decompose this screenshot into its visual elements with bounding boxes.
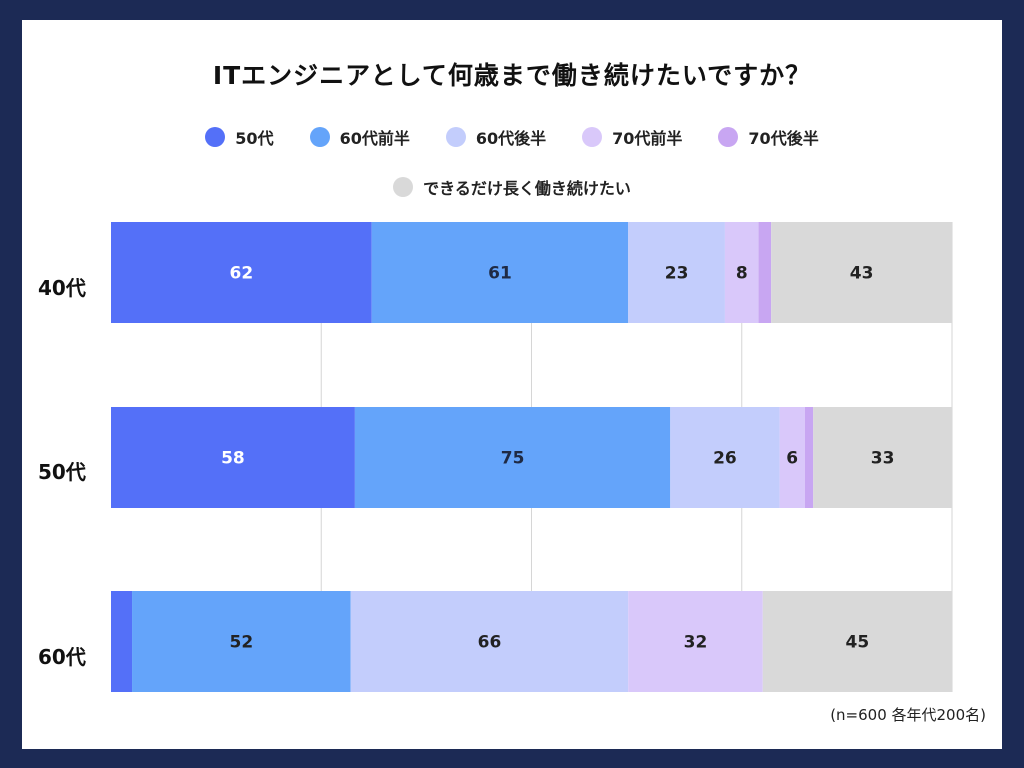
data-label: 43 bbox=[850, 264, 874, 284]
legend-label-work-long: できるだけ長く働き続けたい bbox=[423, 179, 631, 198]
bar-segment bbox=[111, 407, 355, 508]
category-label-50s: 50代 bbox=[38, 460, 86, 484]
legend-label-50s: 50代 bbox=[235, 129, 274, 148]
bar-segment bbox=[354, 407, 671, 508]
data-label: 62 bbox=[230, 264, 254, 284]
legend-item-70s-early: 70代前半 bbox=[582, 125, 682, 149]
bar-segment bbox=[804, 407, 814, 508]
bar-segment bbox=[350, 591, 629, 692]
data-label: 32 bbox=[684, 633, 708, 653]
legend-item-50s: 50代 bbox=[205, 125, 274, 149]
bar-segment bbox=[779, 407, 805, 508]
category-label-40s: 40代 bbox=[38, 276, 86, 300]
data-label: 61 bbox=[488, 264, 512, 284]
bar-segment bbox=[132, 591, 351, 692]
bar-segment bbox=[771, 222, 952, 323]
bar-segment bbox=[813, 407, 952, 508]
bar-segment bbox=[724, 222, 759, 323]
bar-segment bbox=[762, 591, 952, 692]
legend-swatch-60s-late bbox=[445, 127, 466, 147]
legend-label-70s-early: 70代前半 bbox=[612, 129, 683, 148]
legend-item-70s-late: 70代後半 bbox=[718, 125, 819, 149]
legend-label-70s-late: 70代後半 bbox=[748, 129, 819, 148]
data-label: 52 bbox=[230, 633, 254, 653]
legend-swatch-60s-early bbox=[309, 127, 330, 147]
bar-segment bbox=[628, 222, 725, 323]
data-label: 23 bbox=[665, 264, 689, 284]
data-label: 58 bbox=[221, 449, 245, 469]
legend-row-1: 50代 60代前半 60代後半 70代前半 70代後半 bbox=[0, 126, 1024, 148]
data-label: 33 bbox=[871, 449, 895, 469]
bar-segment bbox=[111, 222, 372, 323]
legend-swatch-work-long bbox=[393, 177, 414, 197]
legend-row-2: できるだけ長く働き続けたい bbox=[0, 176, 1024, 198]
data-label: 75 bbox=[501, 449, 525, 469]
legend-label-60s-early: 60代前半 bbox=[339, 129, 410, 148]
legend-item-60s-early: 60代前半 bbox=[309, 125, 410, 149]
bar-segment bbox=[758, 222, 772, 323]
bar-segment bbox=[670, 407, 780, 508]
data-label: 45 bbox=[846, 633, 870, 653]
legend-swatch-50s bbox=[205, 127, 226, 147]
data-label: 66 bbox=[478, 633, 502, 653]
category-label-60s: 60代 bbox=[38, 645, 86, 669]
legend-swatch-70s-late bbox=[718, 127, 739, 147]
bar-segment bbox=[371, 222, 629, 323]
data-label: 8 bbox=[736, 264, 748, 284]
legend-label-60s-late: 60代後半 bbox=[475, 129, 547, 148]
legend-item-60s-late: 60代後半 bbox=[445, 125, 547, 149]
bar-segment bbox=[628, 591, 763, 692]
chart-title: ITエンジニアとして何歳まで働き続けたいですか？ bbox=[212, 61, 812, 90]
data-label: 26 bbox=[713, 449, 737, 469]
legend-swatch-70s-early bbox=[582, 127, 603, 147]
sample-note: (n=600 各年代200名) bbox=[830, 706, 986, 724]
bar-segment bbox=[111, 591, 133, 692]
data-label: 6 bbox=[786, 449, 798, 469]
legend-item-work-long: できるだけ長く働き続けたい bbox=[393, 175, 631, 199]
